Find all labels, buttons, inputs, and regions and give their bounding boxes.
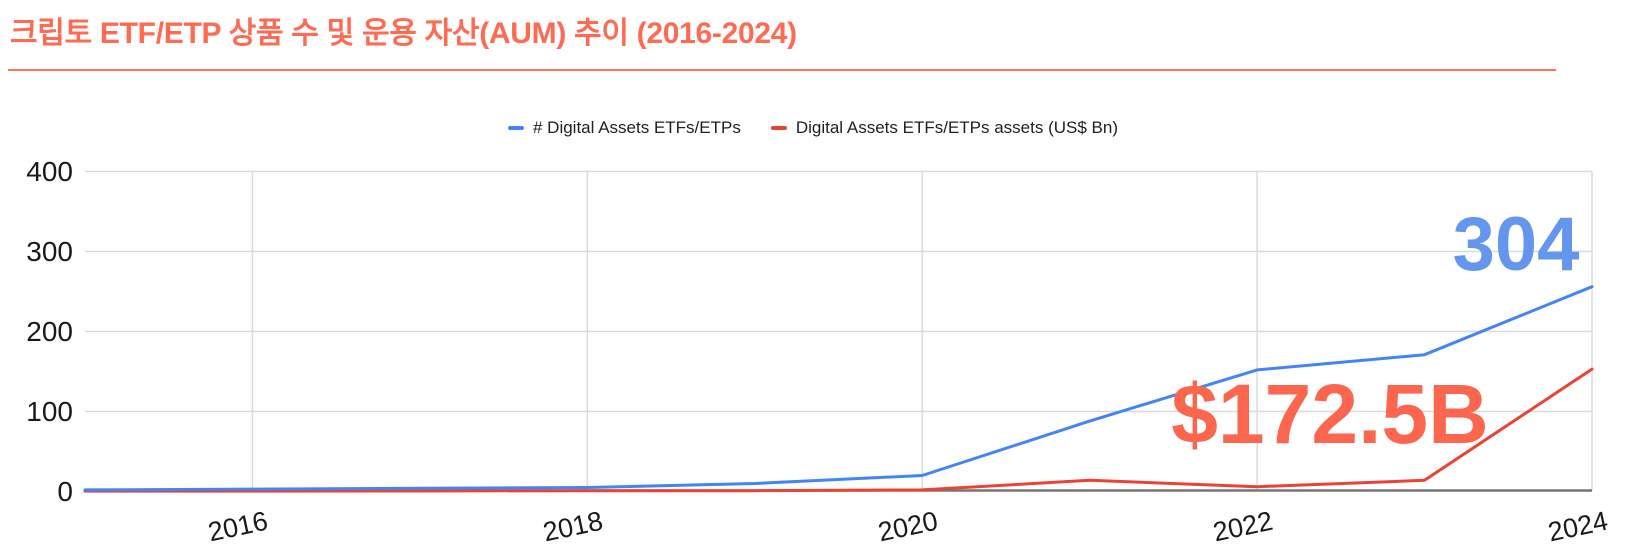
annotation-aum-latest: $172.5B — [1171, 367, 1489, 461]
y-tick-300: 300 — [26, 235, 73, 267]
title-divider — [8, 69, 1556, 71]
page-title: 크립토 ETF/ETP 상품 수 및 운용 자산(AUM) 추이 (2016-2… — [10, 17, 797, 50]
legend-label-aum: Digital Assets ETFs/ETPs assets (US$ Bn) — [795, 118, 1118, 137]
chart-legend: # Digital Assets ETFs/ETPs Digital Asset… — [0, 118, 1626, 138]
legend-item-aum: Digital Assets ETFs/ETPs assets (US$ Bn) — [770, 118, 1118, 138]
legend-dash-blue-icon — [508, 126, 524, 130]
y-tick-400: 400 — [26, 155, 73, 187]
y-tick-200: 200 — [26, 315, 73, 347]
y-tick-0: 0 — [57, 475, 73, 507]
annotation-count-latest: 304 — [1452, 202, 1580, 287]
legend-label-count: # Digital Assets ETFs/ETPs — [533, 118, 741, 137]
legend-dash-red-icon — [770, 126, 787, 130]
series-line-aum — [83, 367, 1594, 493]
y-tick-100: 100 — [26, 395, 73, 427]
series-line-count — [83, 285, 1594, 492]
legend-item-count: # Digital Assets ETFs/ETPs — [508, 118, 741, 138]
